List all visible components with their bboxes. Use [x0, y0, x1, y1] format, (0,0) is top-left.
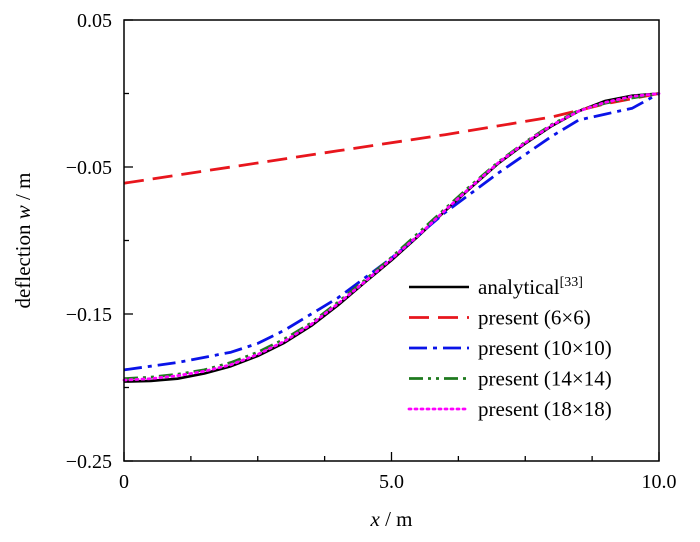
x-tick-label: 5.0	[379, 471, 404, 493]
plot-frame	[123, 19, 660, 462]
legend-label-2: present (10×10)	[478, 336, 612, 360]
legend-label-4: present (18×18)	[478, 397, 612, 421]
y-tick-label: −0.05	[66, 157, 112, 179]
legend: analytical[33] present (6×6) present (10×1…	[407, 275, 612, 421]
axes: 0 5.0 10.0 0.05 −0.05 −0.15 −0.25	[66, 10, 677, 493]
series-line-1	[123, 92, 660, 185]
y-tick-label: −0.15	[66, 304, 112, 326]
legend-label-0: analytical[33]	[478, 275, 583, 299]
x-tick-label: 10.0	[642, 471, 677, 493]
legend-label-1: present (6×6)	[478, 306, 591, 330]
x-axis-title: x / m	[370, 507, 413, 531]
series-line-3	[123, 92, 660, 381]
series-line-4	[122, 92, 661, 382]
y-axis-title: deflection w / m	[11, 173, 35, 309]
x-tick-label: 0	[119, 471, 129, 493]
legend-label-3: present (14×14)	[478, 367, 612, 391]
y-tick-label: −0.25	[66, 451, 112, 473]
y-tick-label: 0.05	[77, 10, 112, 32]
plot-lines	[122, 92, 661, 383]
